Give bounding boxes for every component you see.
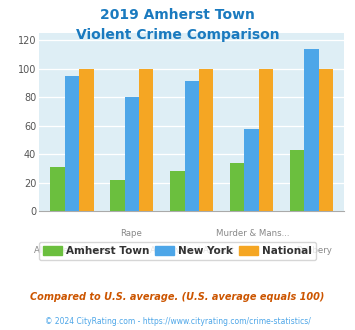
- Bar: [290, 150, 304, 211]
- Text: Robbery: Robbery: [296, 246, 332, 255]
- Bar: [65, 76, 79, 211]
- Bar: [199, 69, 213, 211]
- Text: Compared to U.S. average. (U.S. average equals 100): Compared to U.S. average. (U.S. average …: [30, 292, 325, 302]
- Text: Aggravated Assault: Aggravated Assault: [149, 246, 234, 255]
- Text: Rape: Rape: [120, 229, 142, 238]
- Bar: [318, 69, 333, 211]
- Bar: [79, 69, 93, 211]
- Text: © 2024 CityRating.com - https://www.cityrating.com/crime-statistics/: © 2024 CityRating.com - https://www.city…: [45, 317, 310, 326]
- Bar: [185, 82, 199, 211]
- Bar: [230, 163, 244, 211]
- Text: Murder & Mans...: Murder & Mans...: [216, 229, 290, 238]
- Bar: [244, 128, 259, 211]
- Bar: [110, 180, 125, 211]
- Bar: [50, 167, 65, 211]
- Bar: [170, 171, 185, 211]
- Legend: Amherst Town, New York, National: Amherst Town, New York, National: [39, 242, 316, 260]
- Text: All Violent Crime: All Violent Crime: [34, 246, 105, 255]
- Text: Violent Crime Comparison: Violent Crime Comparison: [76, 28, 279, 42]
- Bar: [304, 49, 318, 211]
- Bar: [125, 97, 139, 211]
- Bar: [259, 69, 273, 211]
- Text: 2019 Amherst Town: 2019 Amherst Town: [100, 8, 255, 22]
- Bar: [139, 69, 153, 211]
